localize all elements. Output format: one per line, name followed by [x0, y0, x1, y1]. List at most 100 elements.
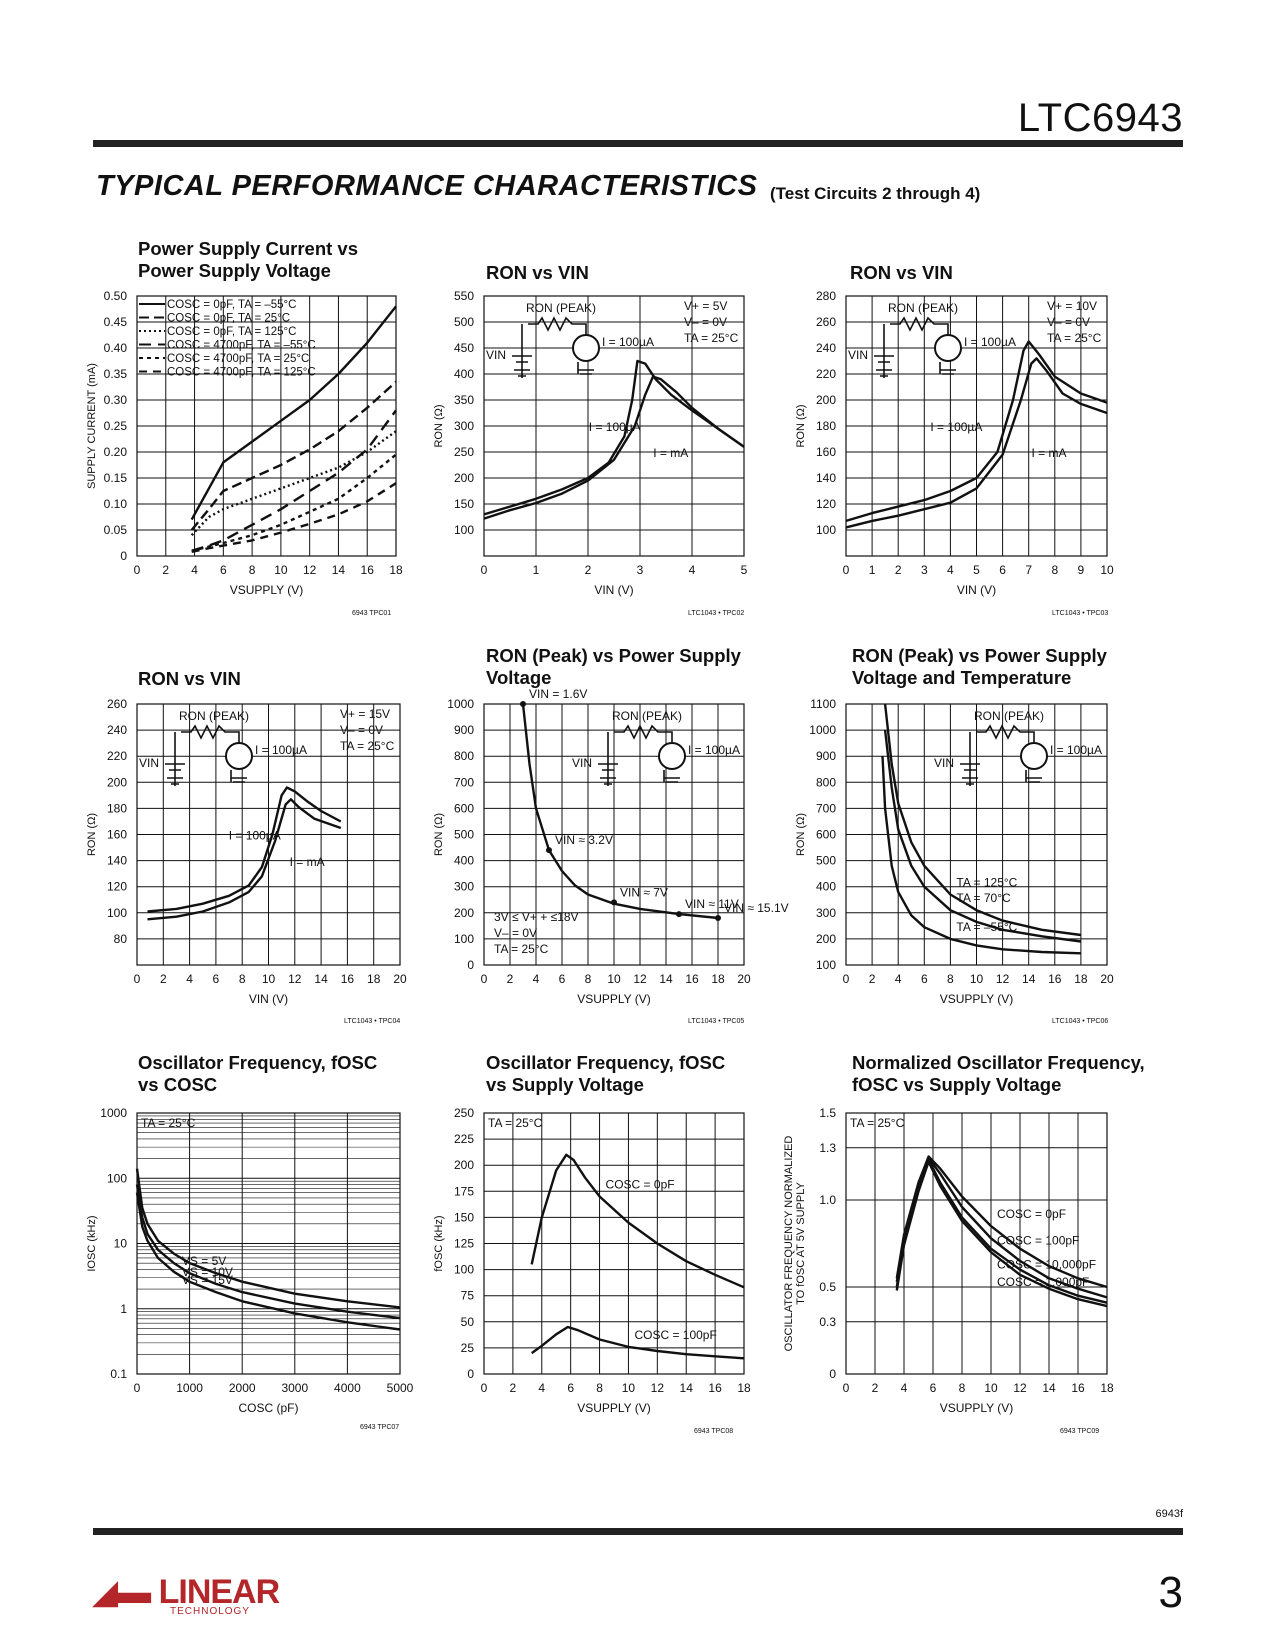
chart-title: RON vs VIN — [138, 668, 241, 689]
y-tick-label: 1.5 — [819, 1106, 836, 1120]
y-tick-label: 200 — [454, 906, 474, 920]
logo-subtext: TECHNOLOGY — [170, 1606, 251, 1617]
logo-text: LINEAR — [158, 1573, 281, 1611]
y-tick-label: 1000 — [447, 697, 474, 711]
y-tick-label: 1.0 — [819, 1193, 836, 1207]
x-tick-label: 6 — [213, 972, 220, 986]
series-label: COSC = 0pF — [606, 1178, 675, 1192]
voltage-source-icon — [598, 732, 680, 786]
data-point-marker — [546, 847, 552, 854]
series-line-2 — [883, 729, 1082, 943]
x-tick-label: 5000 — [387, 1381, 414, 1395]
y-tick-label: 120 — [816, 497, 836, 511]
condition-label: TA = 25°C — [488, 1116, 543, 1130]
chart-title: RON (Peak) vs Power Supply Voltage and T… — [852, 645, 1107, 688]
data-point-marker — [715, 915, 721, 922]
x-tick-label: 20 — [1100, 972, 1114, 986]
series-label: COSC = 1,000pF — [997, 1275, 1089, 1289]
condition-label: TA = 25°C — [1047, 331, 1102, 345]
x-tick-label: 4 — [901, 1381, 908, 1395]
condition-label: V+ = 10V — [1047, 299, 1097, 313]
series-label: COSC = 10,000pF — [997, 1258, 1096, 1272]
x-tick-label: 4000 — [334, 1381, 361, 1395]
x-tick-label: 4 — [186, 972, 193, 986]
resistor-icon — [976, 724, 1035, 743]
chart-3: 0 1 2 3 4 5 6 7 8 9 10 100 120 140 160 180 200 220 240 260 2… — [795, 289, 1114, 597]
legend-label: COSC = 4700pF, TA = 125°C — [167, 367, 316, 379]
series-line-5 — [191, 453, 397, 552]
x-tick-label: 14 — [332, 563, 346, 577]
y-tick-label: 900 — [454, 723, 474, 737]
x-tick-label: 9 — [1078, 563, 1085, 577]
x-tick-label: 5 — [973, 563, 980, 577]
voltage-source-icon — [165, 732, 247, 786]
x-tick-label: 8 — [959, 1381, 966, 1395]
y-tick-label: 120 — [107, 880, 127, 894]
x-tick-label: 4 — [191, 563, 198, 577]
current-source-icon — [1020, 742, 1048, 770]
y-tick-label: 800 — [454, 749, 474, 763]
current-source-icon — [572, 334, 600, 362]
header-rule — [93, 140, 1183, 147]
y-tick-label: 250 — [454, 1106, 474, 1120]
condition-label: V+ = 5V — [684, 299, 727, 313]
x-tick-label: 4 — [538, 1381, 545, 1395]
y-tick-label: 100 — [107, 1171, 127, 1185]
y-tick-label: 100 — [107, 906, 127, 920]
chart-title: Power Supply Current vs Power Supply Vol… — [138, 238, 358, 281]
x-tick-label: 10 — [607, 972, 621, 986]
y-tick-label: 180 — [107, 801, 127, 815]
condition-label: TA = 25°C — [494, 942, 549, 956]
x-tick-label: 20 — [393, 972, 407, 986]
y-tick-label: 1000 — [100, 1106, 127, 1120]
y-tick-label: 500 — [454, 828, 474, 842]
x-tick-label: 3 — [921, 563, 928, 577]
plot-frame — [136, 295, 397, 557]
y-tick-label: 300 — [454, 880, 474, 894]
y-tick-label: 80 — [114, 932, 128, 946]
y-tick-label: 0.3 — [819, 1315, 836, 1329]
y-tick-label: 240 — [107, 723, 127, 737]
series-line-1 — [845, 340, 1108, 523]
figure-id: LTC1043 • TPC02 — [688, 610, 745, 617]
y-tick-label: 0.10 — [104, 497, 128, 511]
y-tick-label: 240 — [816, 341, 836, 355]
series-label: TA = 70°C — [956, 891, 1011, 905]
chart-title: RON (Peak) vs Power Supply Voltage — [486, 645, 741, 688]
x-tick-label: 0 — [843, 1381, 850, 1395]
x-tick-label: 16 — [1071, 1381, 1085, 1395]
x-tick-label: 18 — [389, 563, 403, 577]
x-tick-label: 14 — [314, 972, 328, 986]
figure-id: LTC1043 • TPC04 — [344, 1018, 401, 1025]
data-point-marker — [520, 701, 526, 707]
figure-id: 6943 TPC01 — [352, 610, 392, 617]
x-tick-label: 0 — [843, 563, 850, 577]
legend-label: COSC = 4700pF, TA = –55°C — [167, 340, 316, 352]
y-tick-label: 175 — [454, 1184, 474, 1198]
x-tick-label: 6 — [220, 563, 227, 577]
condition-label: V– = 0V — [494, 926, 537, 940]
plot-frame — [845, 295, 1108, 557]
y-tick-label: 1000 — [809, 723, 836, 737]
part-number: LTC6943 — [1017, 96, 1183, 140]
x-tick-label: 3000 — [281, 1381, 308, 1395]
x-tick-label: 12 — [633, 972, 647, 986]
series-label: I = mA — [1031, 446, 1066, 460]
y-tick-label: 800 — [816, 775, 836, 789]
schematic-label: RON (PEAK) — [612, 709, 682, 723]
chart-8: 0 2 4 6 8 10 12 14 16 18 0 25 50 75 100 125 150 175 200 225… — [433, 1106, 751, 1415]
chart-1: 0 2 4 6 8 10 12 14 16 18 0 0.05 0.10 0.15 0.20 0.25 0.30… — [86, 289, 403, 597]
x-tick-label: 10 — [622, 1381, 636, 1395]
chart-title: Oscillator Frequency, fOSC vs COSC — [138, 1052, 378, 1095]
series-line-3 — [881, 756, 1081, 955]
x-tick-label: 12 — [1013, 1381, 1027, 1395]
series-label: TA = 125°C — [956, 876, 1017, 890]
x-tick-label: 6 — [567, 1381, 574, 1395]
y-tick-label: 160 — [816, 445, 836, 459]
series-label: I = 100µA — [930, 420, 982, 434]
series-line-1 — [190, 305, 397, 521]
y-tick-label: 50 — [461, 1315, 475, 1329]
x-tick-label: 0 — [134, 972, 141, 986]
y-tick-label: 220 — [816, 367, 836, 381]
schematic-label: RON (PEAK) — [888, 301, 958, 315]
